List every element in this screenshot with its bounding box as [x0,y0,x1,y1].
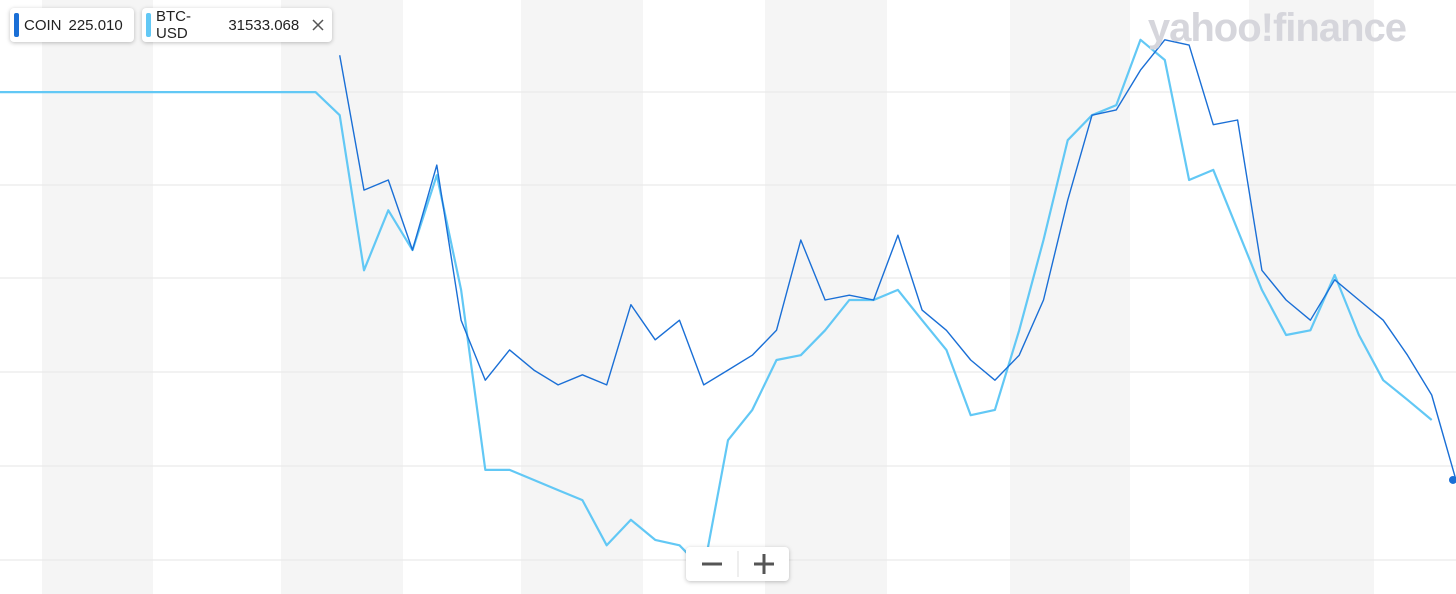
legend-btc[interactable]: BTC-USD 31533.068 [142,8,332,42]
zoom-controls [686,547,789,581]
grid [0,91,1456,561]
close-icon[interactable] [312,19,324,31]
logo: yahoo!finance [1147,6,1407,50]
legend-value: 31533.068 [228,16,300,34]
zoom-buttons[interactable] [686,547,789,581]
series-line [339,39,1456,481]
bands [42,0,1374,594]
legend-coin[interactable]: COIN 225.010 [10,8,134,42]
legend-swatch [146,13,151,37]
legend-value: 225.010 [68,16,123,34]
series-line [0,38,1433,572]
legend-name: BTC-USD [156,8,191,42]
legend-swatch [14,13,19,37]
last-point [1449,475,1456,484]
legend-name: COIN [24,16,62,34]
